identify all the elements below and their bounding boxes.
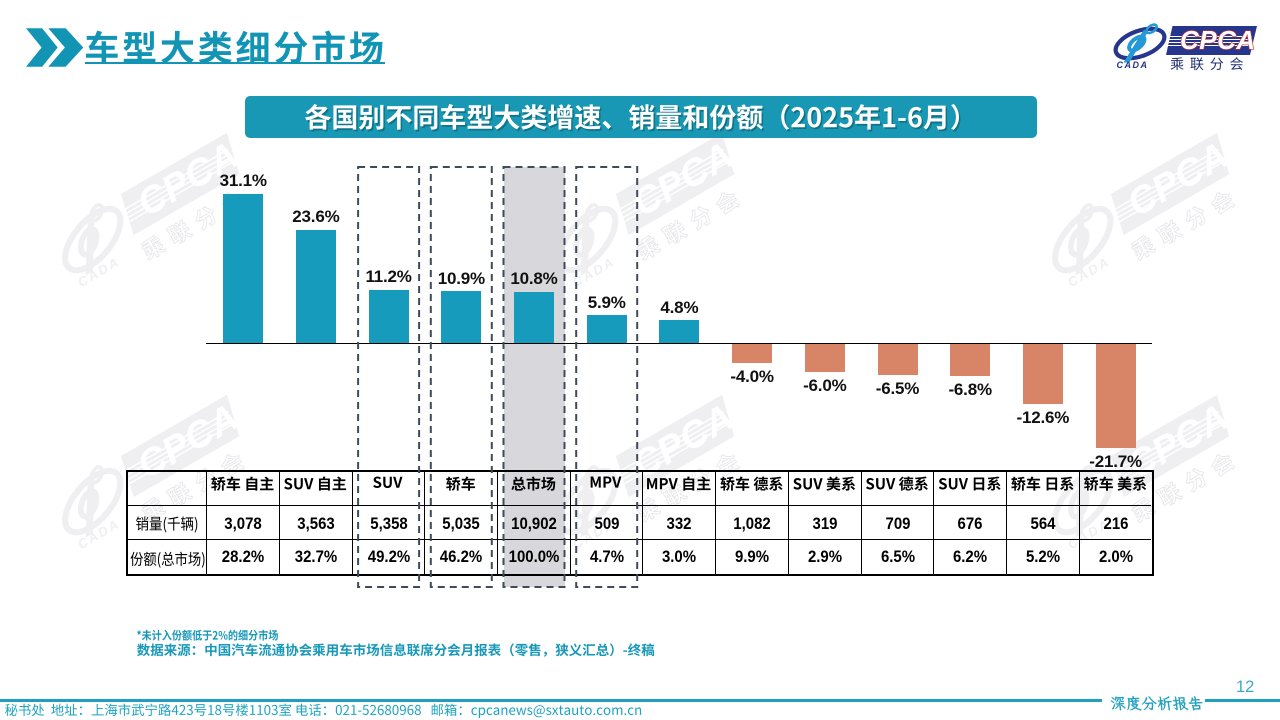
svg-text:CADA: CADA (1117, 60, 1149, 70)
svg-text:CPCA: CPCA (1180, 25, 1256, 55)
